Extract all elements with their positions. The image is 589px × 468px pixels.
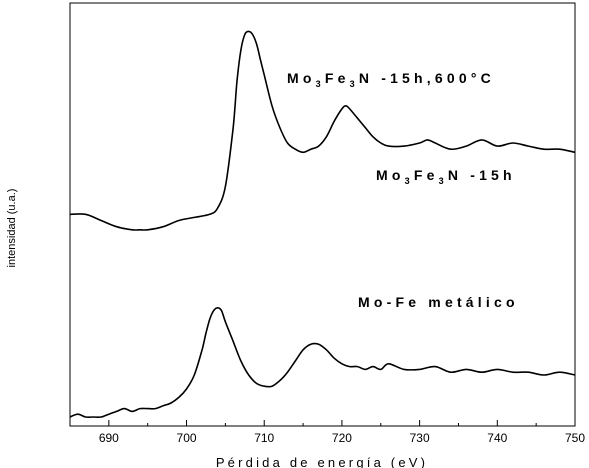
x-tick-label: 690 — [99, 431, 119, 445]
x-tick-label: 750 — [565, 431, 585, 445]
x-tick-label: 710 — [254, 431, 274, 445]
x-tick-label: 730 — [410, 431, 430, 445]
plot-frame — [69, 2, 576, 427]
x-axis-ticks: 690 700 710 720 730 740 750 — [69, 420, 585, 445]
series-mo-fe-metalico-line — [69, 307, 576, 419]
y-axis-title: intensidad (u.a.) — [6, 189, 18, 268]
series-mo3fe3n-15h-label: Mo3Fe3N -15h — [376, 167, 516, 186]
series-mo3fe3n-15h-600c-label: Mo3Fe3N -15h,600°C — [287, 70, 495, 89]
series-group — [69, 30, 576, 419]
x-axis-title: Pérdida de energía (eV) — [216, 455, 428, 468]
x-tick-label: 740 — [487, 431, 507, 445]
series-mo-fe-metalico-label: Mo-Fe metálico — [358, 294, 519, 310]
x-tick-label: 700 — [177, 431, 197, 445]
series-labels: Mo3Fe3N -15h,600°C Mo3Fe3N -15h Mo-Fe metá… — [287, 70, 519, 310]
series-mo3fe3n-15h-line — [69, 30, 576, 231]
x-tick-label: 720 — [332, 431, 352, 445]
